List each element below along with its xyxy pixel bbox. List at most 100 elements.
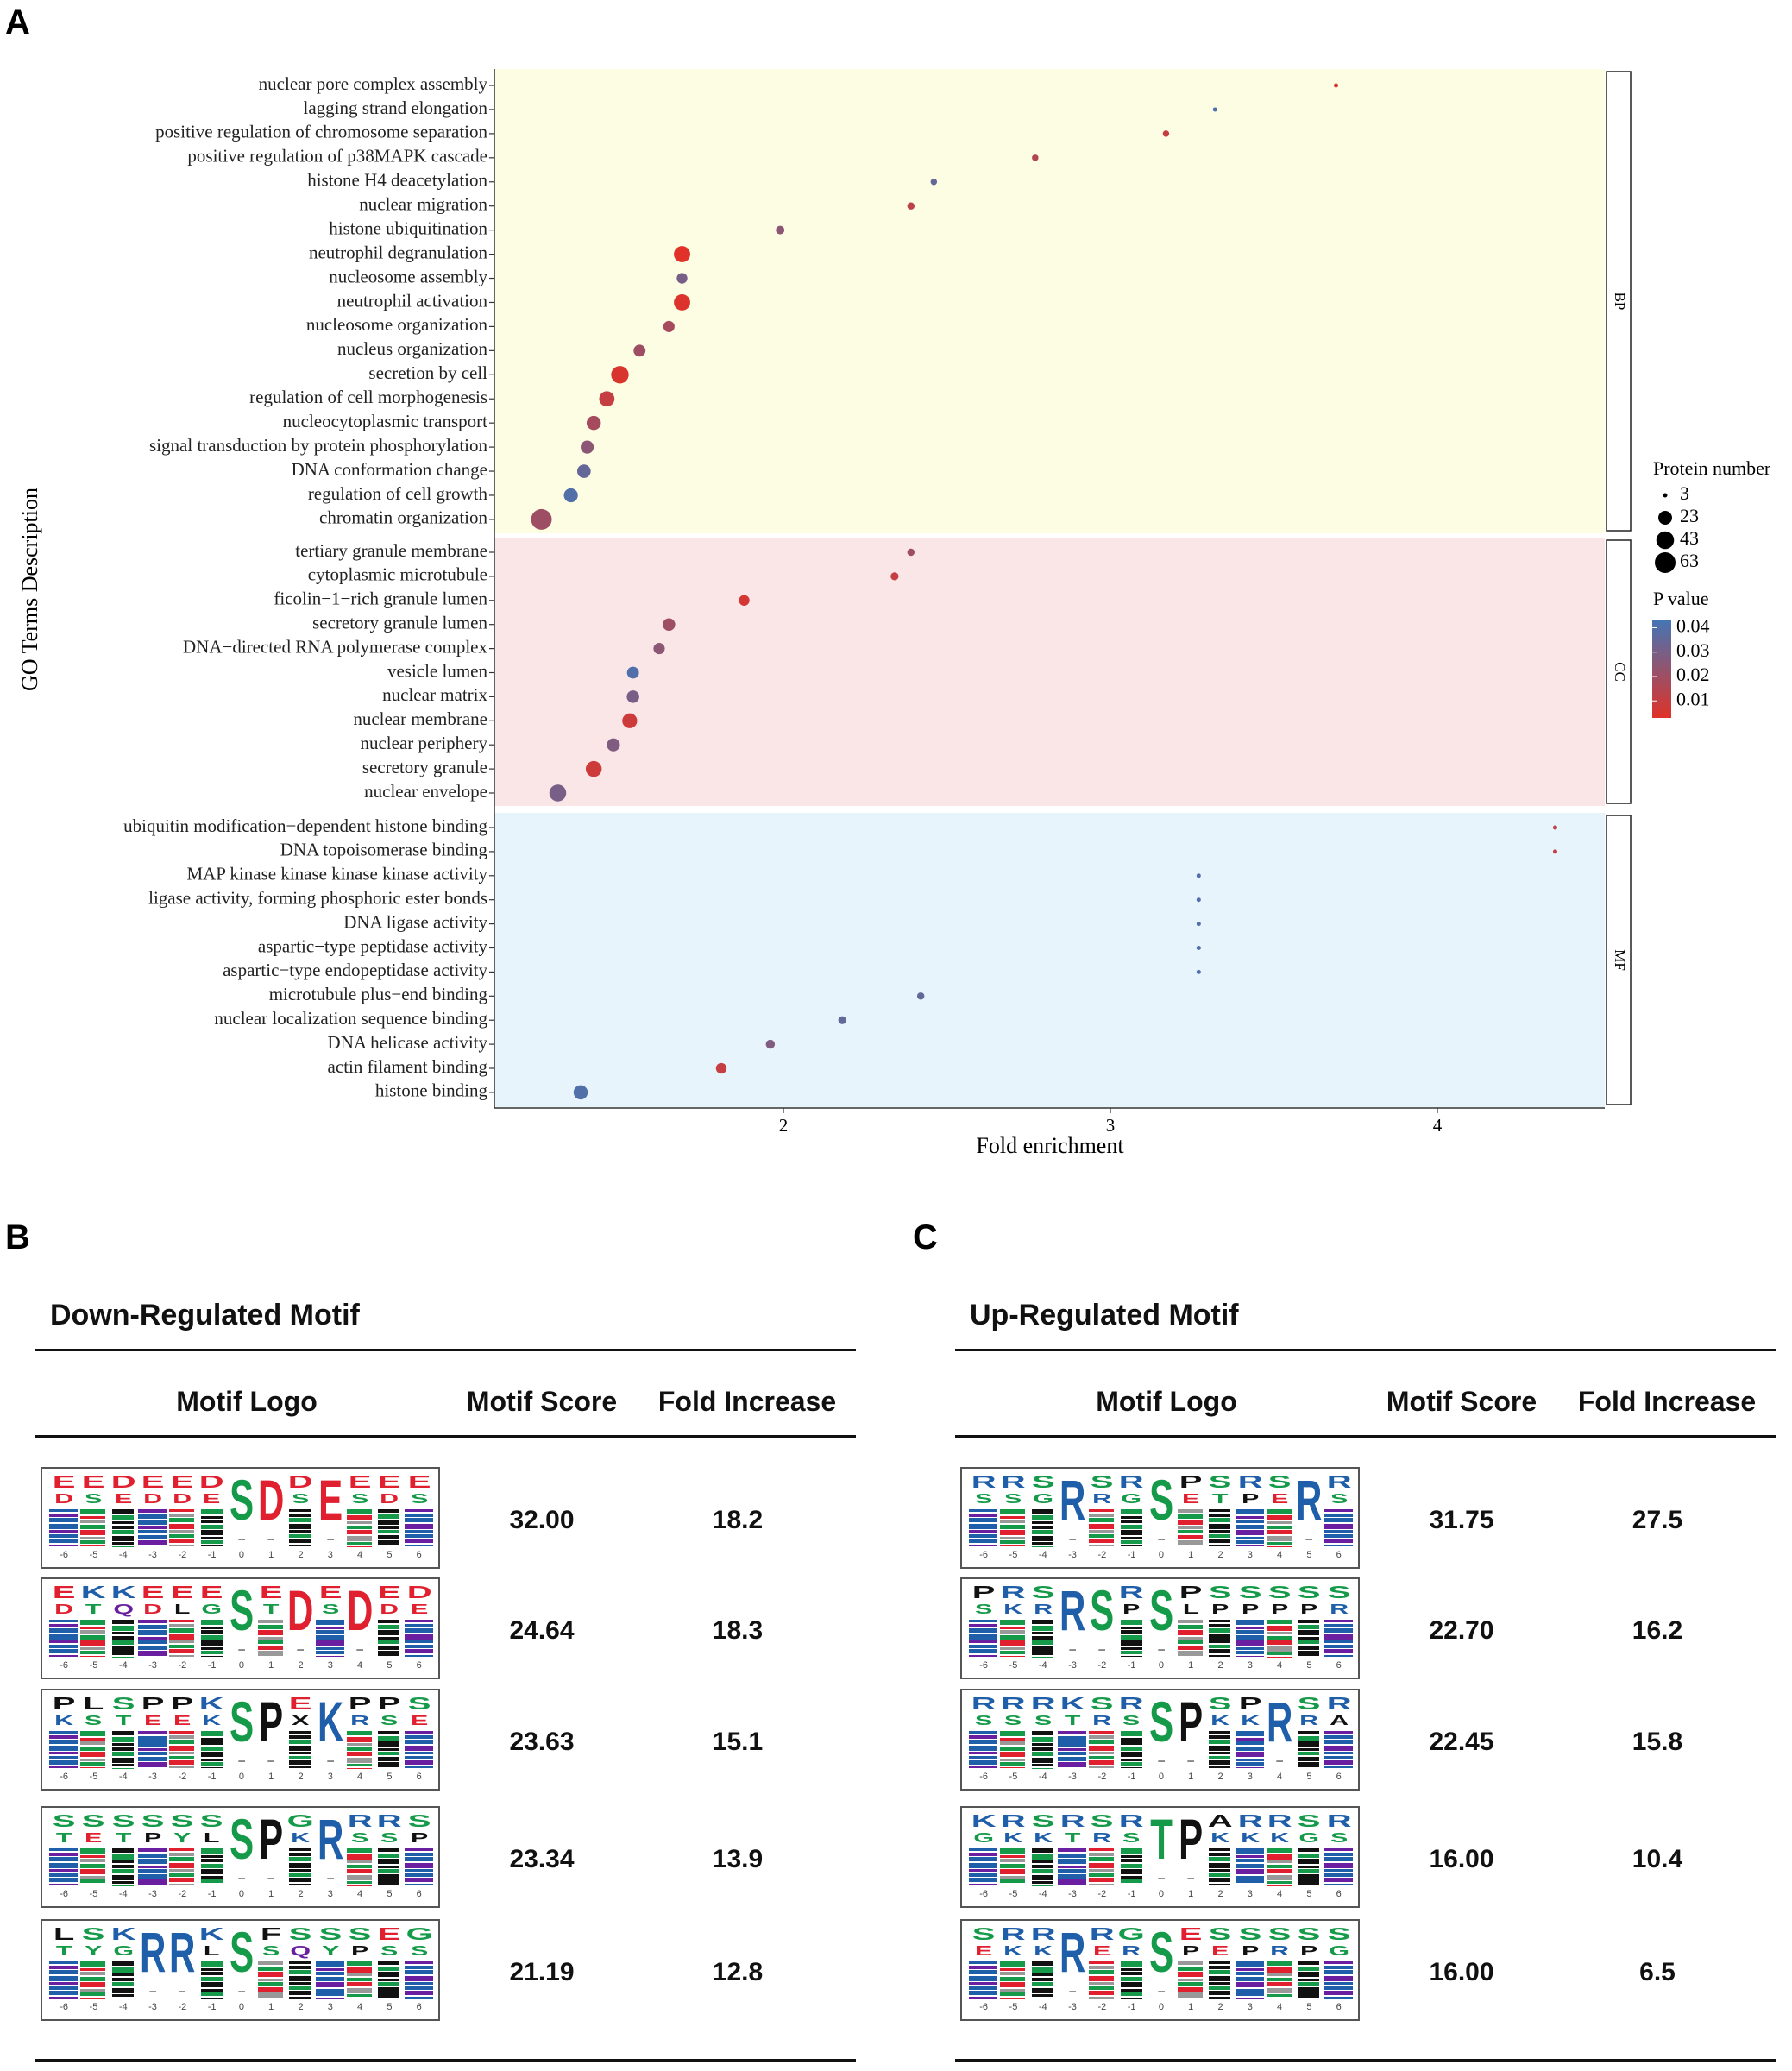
logo-minor-residue <box>1031 1652 1053 1655</box>
logo-minor-residue <box>1267 1635 1292 1640</box>
logo-minor-residue <box>1235 1741 1264 1745</box>
logo-letter: S <box>229 1923 254 1986</box>
logo-minor-residue <box>289 1509 311 1512</box>
logo-minor-residue <box>1031 1625 1053 1631</box>
logo-position-labels: -6 -5 -4 -3 -2 -1 0 1 2 3 4 5 6 <box>969 2002 1354 2012</box>
logo-minor-residue <box>137 1509 167 1513</box>
logo-position-label: 0 <box>1158 2002 1164 2012</box>
size-legend-dot <box>1656 531 1675 550</box>
logo-letter: R <box>1326 1812 1352 1831</box>
data-point <box>1196 969 1201 974</box>
logo-letter: T <box>55 1831 72 1846</box>
logo-minor-residue <box>1298 1978 1320 1981</box>
logo-minor-residue <box>289 1745 311 1751</box>
logo-minor-residue <box>169 1509 195 1512</box>
logo-position-label: -1 <box>207 2002 217 2012</box>
logo-minor-residue <box>404 1996 433 1999</box>
logo-position-label: 6 <box>416 1772 422 1782</box>
logo-minor-residue <box>137 1873 167 1879</box>
logo-minor-residue <box>111 1864 134 1868</box>
logo-minor-residue <box>1120 1731 1142 1736</box>
logo-minor-residue <box>347 1764 372 1766</box>
fold-increase: 15.8 <box>1632 1728 1683 1756</box>
logo-letter: R <box>1059 1581 1086 1645</box>
data-point <box>1334 83 1339 88</box>
logo-position-label: -1 <box>207 1889 217 1899</box>
logo-letter: Y <box>173 1831 192 1846</box>
logo-minor-residue <box>315 1630 344 1634</box>
size-legend-dot <box>1663 493 1668 498</box>
logo-minor-residue <box>404 1530 433 1533</box>
logo-letter: S <box>1031 1473 1055 1492</box>
logo-minor-residue <box>378 1756 400 1761</box>
logo-position-labels: -6 -5 -4 -3 -2 -1 0 1 2 3 4 5 6 <box>49 1550 434 1560</box>
logo-minor-residue <box>289 1965 311 1969</box>
logo-letter: R <box>1237 1812 1263 1831</box>
logo-minor-residue <box>1031 1632 1053 1634</box>
logo-letter: D <box>54 1602 74 1617</box>
logo-minor-residue <box>347 1864 372 1868</box>
logo-letter: P <box>1179 1583 1203 1602</box>
motif-score: 22.70 <box>1429 1616 1494 1645</box>
logo-letter: S <box>292 1492 310 1507</box>
logo-minor-residue <box>49 1620 78 1622</box>
logo-minor-residue <box>1178 1966 1204 1971</box>
logo-position-label: 2 <box>298 1889 304 1899</box>
logo-minor-residue <box>1324 1544 1353 1546</box>
logo-minor-residue <box>1267 1620 1292 1624</box>
logo-minor-residue <box>1209 1760 1231 1765</box>
logo-letter: R <box>1326 1473 1352 1492</box>
y-tick-label: aspartic−type endopeptidase activity <box>223 960 487 980</box>
logo-minor-residue <box>200 1997 223 1999</box>
fold-increase: 27.5 <box>1632 1506 1683 1534</box>
logo-position-label: -2 <box>178 1660 187 1671</box>
logo-minor-residue <box>1324 1883 1353 1885</box>
logo-minor-residue <box>1089 1857 1115 1861</box>
logo-letter: K <box>110 1583 136 1602</box>
logo-minor-residue <box>969 1755 997 1759</box>
logo-minor-residue <box>347 1885 372 1886</box>
logo-letter: R <box>1267 1812 1292 1831</box>
logo-minor-residue <box>1324 1731 1353 1734</box>
logo-minor-residue <box>969 1628 997 1633</box>
logo-minor-residue <box>1000 1988 1026 1992</box>
logo-minor-residue <box>1031 1848 1053 1853</box>
logo-minor-residue <box>969 1760 997 1765</box>
logo-minor-residue <box>80 1884 106 1885</box>
logo-minor-residue <box>1089 1523 1115 1529</box>
logo-minor-residue <box>1000 1766 1026 1768</box>
logo-position-label: 3 <box>327 1550 333 1560</box>
logo-minor-residue <box>137 1747 167 1751</box>
data-point <box>586 415 601 431</box>
logo-minor-residue <box>1267 1994 1292 1997</box>
logo-position-label: 5 <box>1306 1772 1312 1782</box>
logo-position-label: 4 <box>1277 1660 1283 1671</box>
logo-minor-residue <box>1178 1640 1204 1644</box>
logo-minor-residue <box>1089 1852 1115 1856</box>
logo-minor-residue <box>404 1991 433 1995</box>
logo-letter: S <box>1031 1583 1055 1602</box>
logo-minor-residue <box>347 1752 372 1756</box>
logo-position-label: 5 <box>1306 1660 1312 1671</box>
logo-minor-residue <box>315 1620 344 1625</box>
logo-position-label: 2 <box>298 2002 304 2012</box>
logo-minor-residue <box>1209 1878 1231 1882</box>
logo-minor-residue <box>1031 1514 1053 1520</box>
logo-letter: E <box>289 1695 312 1714</box>
logo-minor-residue <box>200 1515 223 1519</box>
logo-position-label: 1 <box>268 1660 274 1671</box>
logo-position-label: -6 <box>60 1772 69 1782</box>
logo-minor-residue <box>1209 1862 1231 1868</box>
logo-letter: P <box>141 1695 165 1714</box>
logo-letter: P <box>1179 1692 1204 1756</box>
logo-letter: Y <box>321 1944 339 1959</box>
logo-letter: - <box>1067 1984 1078 1999</box>
logo-minor-residue <box>200 1992 223 1996</box>
logo-minor-residue <box>49 1644 78 1648</box>
logo-minor-residue <box>1120 1655 1142 1657</box>
logo-minor-residue <box>111 1987 134 1993</box>
logo-minor-residue <box>315 1651 344 1654</box>
logo-minor-residue <box>315 1646 344 1650</box>
y-tick-label: regulation of cell growth <box>308 483 488 504</box>
